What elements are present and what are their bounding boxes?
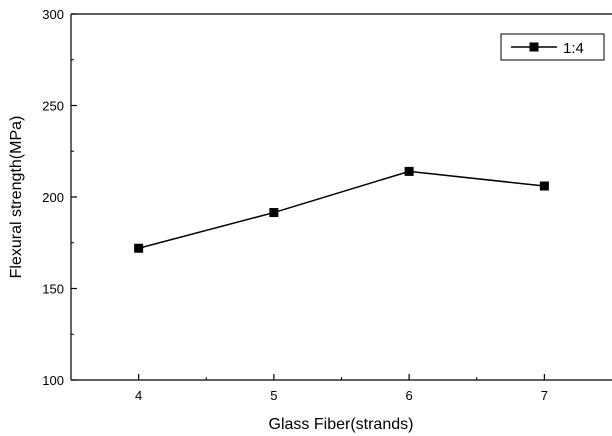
data-point: [404, 166, 414, 176]
y-tick-label: 100: [42, 373, 64, 388]
series-layer: [134, 166, 549, 253]
data-point: [539, 181, 549, 191]
x-tick-label: 6: [406, 388, 413, 403]
x-tick-label: 7: [541, 388, 548, 403]
plot-frame: [70, 13, 612, 381]
y-tick-label: 200: [42, 190, 64, 205]
x-ticks: 4 5 6 7: [135, 374, 548, 403]
series-line: [138, 170, 545, 249]
legend: 1:4: [500, 33, 605, 61]
legend-label: 1:4: [563, 40, 584, 57]
y-tick-label: 300: [42, 7, 64, 22]
y-axis-title: Flexural strength(MPa): [8, 116, 25, 279]
data-point: [134, 243, 144, 253]
y-ticks: 100 150 200 250 300: [42, 7, 77, 388]
data-point: [269, 208, 279, 218]
y-tick-label: 150: [42, 282, 64, 297]
x-tick-label: 5: [270, 388, 277, 403]
x-tick-label: 4: [135, 388, 142, 403]
y-tick-label: 250: [42, 99, 64, 114]
legend-marker-sample: [529, 42, 539, 52]
x-axis-title: Glass Fiber(strands): [269, 416, 414, 433]
